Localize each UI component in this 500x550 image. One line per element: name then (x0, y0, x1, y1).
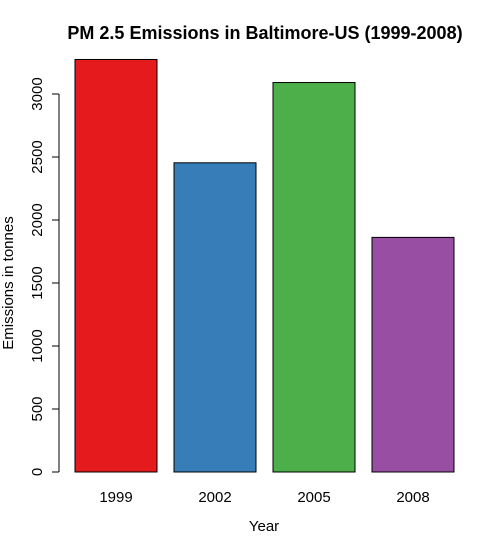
y-tick-label: 2000 (29, 203, 46, 236)
y-tick-label: 1000 (29, 329, 46, 362)
x-tick-label: 1999 (99, 489, 132, 506)
chart-title: PM 2.5 Emissions in Baltimore-US (1999-2… (67, 23, 462, 43)
y-tick-label: 500 (29, 396, 46, 421)
bar-2008 (371, 236, 455, 473)
bars-group (74, 58, 455, 473)
bar-2005 (272, 82, 356, 473)
y-tick-label: 1500 (29, 266, 46, 299)
y-tick-label: 0 (29, 468, 46, 476)
y-axis-label: Emissions in tonnes (0, 216, 17, 349)
x-tick-label: 2002 (198, 489, 231, 506)
y-tick-label: 2500 (29, 140, 46, 173)
bar-1999 (74, 58, 158, 473)
y-tick-label: 3000 (29, 77, 46, 110)
x-axis-label: Year (249, 518, 279, 535)
bar-2002 (173, 162, 257, 473)
x-tick-label: 2008 (396, 489, 429, 506)
x-tick-label: 2005 (297, 489, 330, 506)
y-axis: 0 500 1000 1500 2000 2500 3000 (29, 77, 60, 476)
x-tick-labels: 1999 2002 2005 2008 (99, 489, 429, 506)
